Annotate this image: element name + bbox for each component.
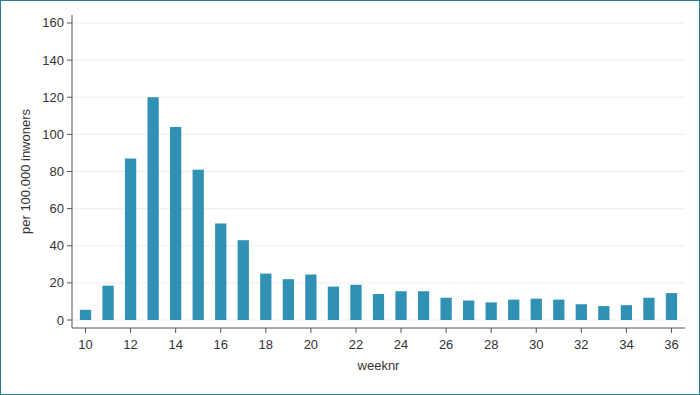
x-tick bbox=[581, 328, 582, 333]
x-tick-label: 18 bbox=[259, 337, 273, 352]
x-tick-label: 12 bbox=[123, 337, 137, 352]
y-tick bbox=[67, 320, 72, 321]
x-axis bbox=[72, 328, 685, 329]
bar bbox=[80, 310, 91, 320]
bar bbox=[350, 285, 361, 320]
x-tick bbox=[671, 328, 672, 333]
grid-line bbox=[72, 134, 685, 135]
bar bbox=[508, 300, 519, 320]
x-tick-label: 22 bbox=[349, 337, 363, 352]
x-tick-label: 16 bbox=[214, 337, 228, 352]
y-tick bbox=[67, 171, 72, 172]
x-tick bbox=[536, 328, 537, 333]
bar bbox=[395, 291, 406, 320]
bar bbox=[328, 287, 339, 320]
x-tick-label: 26 bbox=[439, 337, 453, 352]
bar bbox=[102, 286, 113, 320]
y-tick-label: 80 bbox=[50, 164, 64, 179]
grid-line bbox=[72, 245, 685, 246]
x-tick-label: 10 bbox=[78, 337, 92, 352]
frame bbox=[1, 1, 700, 395]
bar bbox=[170, 127, 181, 320]
y-tick bbox=[67, 134, 72, 135]
bar bbox=[418, 291, 429, 320]
bar bbox=[576, 304, 587, 320]
grid-line bbox=[72, 22, 685, 23]
x-tick-label: 30 bbox=[529, 337, 543, 352]
y-tick bbox=[67, 97, 72, 98]
bar bbox=[553, 300, 564, 320]
x-tick bbox=[401, 328, 402, 333]
bar bbox=[260, 274, 271, 320]
x-tick bbox=[85, 328, 86, 333]
y-tick bbox=[67, 245, 72, 246]
bar bbox=[147, 97, 158, 320]
x-axis-label: weeknr bbox=[357, 358, 401, 373]
x-tick bbox=[175, 328, 176, 333]
x-tick bbox=[355, 328, 356, 333]
bar bbox=[440, 298, 451, 320]
y-tick-label: 160 bbox=[42, 15, 64, 30]
bar bbox=[305, 275, 316, 320]
x-tick bbox=[220, 328, 221, 333]
y-tick bbox=[67, 208, 72, 209]
y-tick-label: 20 bbox=[50, 275, 64, 290]
grid-line bbox=[72, 60, 685, 61]
bars bbox=[80, 97, 677, 320]
x-tick bbox=[130, 328, 131, 333]
x-tick-label: 32 bbox=[574, 337, 588, 352]
bar bbox=[373, 294, 384, 320]
x-tick-label: 36 bbox=[664, 337, 678, 352]
bar bbox=[125, 159, 136, 321]
x-tick bbox=[491, 328, 492, 333]
bar bbox=[193, 170, 204, 320]
y-axis bbox=[72, 15, 73, 328]
y-tick-label: 100 bbox=[42, 127, 64, 142]
x-tick-label: 34 bbox=[619, 337, 633, 352]
x-tick-label: 20 bbox=[304, 337, 318, 352]
bar bbox=[215, 223, 226, 320]
y-tick-label: 60 bbox=[50, 201, 64, 216]
y-tick-label: 120 bbox=[42, 90, 64, 105]
y-tick-label: 0 bbox=[57, 313, 64, 328]
grid-line bbox=[72, 208, 685, 209]
y-tick bbox=[67, 60, 72, 61]
x-tick bbox=[446, 328, 447, 333]
grid-line bbox=[72, 282, 685, 283]
y-tick bbox=[67, 282, 72, 283]
x-tick-label: 28 bbox=[484, 337, 498, 352]
y-tick bbox=[67, 22, 72, 23]
bar bbox=[283, 279, 294, 320]
bar bbox=[621, 305, 632, 320]
chart-container: 0 20 40 60 80 100 120 140 160 10 12 14 16 18 20 22 24 26 2… bbox=[0, 0, 700, 395]
chart: 0 20 40 60 80 100 120 140 160 10 12 14 16 18 20 22 24 26 2… bbox=[0, 0, 700, 395]
x-tick bbox=[626, 328, 627, 333]
y-tick-label: 40 bbox=[50, 238, 64, 253]
x-tick bbox=[310, 328, 311, 333]
bar bbox=[531, 299, 542, 320]
x-tick bbox=[265, 328, 266, 333]
bar bbox=[666, 293, 677, 320]
y-tick-label: 140 bbox=[42, 53, 64, 68]
bar bbox=[486, 302, 497, 320]
bar bbox=[238, 240, 249, 320]
bar bbox=[598, 306, 609, 320]
grid-line bbox=[72, 171, 685, 172]
grid-line bbox=[72, 97, 685, 98]
bar bbox=[463, 301, 474, 320]
bar bbox=[643, 298, 654, 320]
x-tick-label: 14 bbox=[168, 337, 182, 352]
y-axis-label: per 100.000 inwoners bbox=[18, 108, 33, 234]
x-tick-label: 24 bbox=[394, 337, 408, 352]
